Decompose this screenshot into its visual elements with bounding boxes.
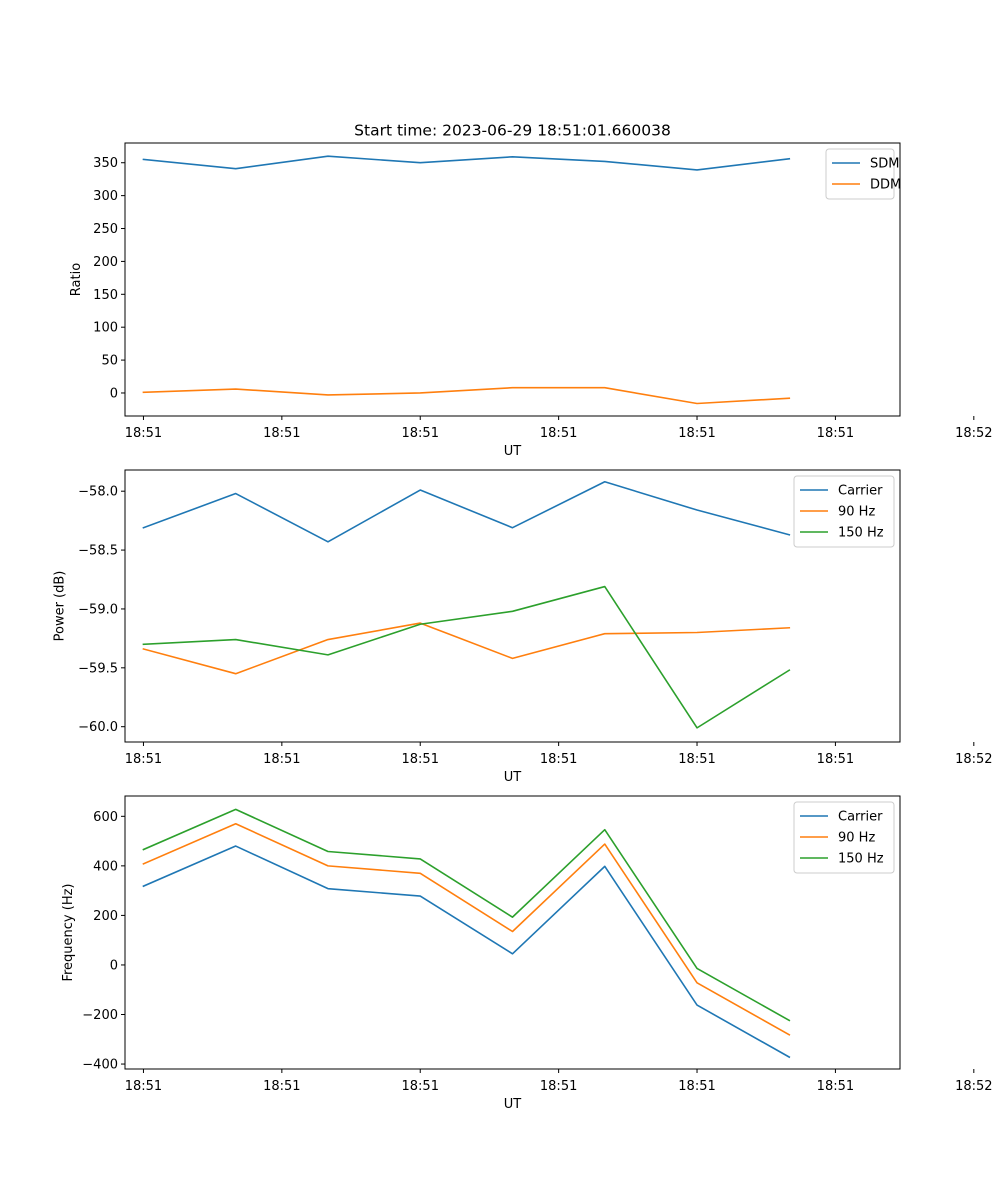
series-line-sdm — [142, 155, 791, 171]
x-tick-label: 18:51 — [402, 1079, 439, 1094]
legend-box — [793, 801, 895, 874]
x-tick-label: 18:51 — [817, 1079, 854, 1094]
legend-entry: 90 Hz — [838, 831, 875, 846]
y-tick-label: 350 — [93, 156, 118, 171]
axes-frame — [124, 142, 901, 417]
x-tick-label: 18:51 — [678, 752, 715, 767]
legend-entry: Carrier — [838, 810, 883, 825]
axes-frame — [124, 795, 901, 1070]
y-tick-label: 300 — [93, 189, 118, 204]
y-tick-label: −59.0 — [78, 602, 118, 617]
x-tick-label: 18:51 — [125, 752, 162, 767]
y-tick-label: 200 — [93, 909, 118, 924]
x-tick-label: 18:51 — [263, 1079, 300, 1094]
legend: Carrier 90 Hz 150 Hz — [793, 475, 895, 548]
y-axis-label: Power (dB) — [53, 571, 68, 642]
y-tick-label: −60.0 — [78, 720, 118, 735]
legend-entry: DDM — [870, 178, 901, 193]
legend-entry: Carrier — [838, 484, 883, 499]
x-tick-label: 18:51 — [817, 426, 854, 441]
x-tick-label: 18:52 — [955, 752, 992, 767]
x-tick-label: 18:51 — [402, 426, 439, 441]
series-line-ddm — [142, 386, 791, 405]
y-tick-label: −400 — [82, 1058, 118, 1073]
x-axis-label: UT — [504, 444, 522, 459]
x-axis-label: UT — [504, 770, 522, 785]
x-tick-label: 18:51 — [817, 752, 854, 767]
legend-box — [793, 475, 895, 548]
figure-title: Start time: 2023-06-29 18:51:01.660038 — [354, 122, 671, 140]
series-line-150-hz — [142, 585, 791, 729]
series-line-90-hz — [142, 622, 791, 675]
y-tick-label: 150 — [93, 288, 118, 303]
x-tick-label: 18:51 — [540, 752, 577, 767]
y-tick-label: 0 — [110, 386, 118, 401]
y-tick-label: 200 — [93, 255, 118, 270]
chart-panel-2: 18:51 18:51 18:51 18:51 18:51 18:51 18:52 −58.0… — [53, 469, 993, 785]
x-tick-label: 18:51 — [125, 1079, 162, 1094]
x-tick-label: 18:51 — [125, 426, 162, 441]
series-line-carrier — [142, 480, 791, 543]
legend-entry: SDM — [870, 157, 899, 172]
y-tick-label: 50 — [101, 354, 118, 369]
x-tick-label: 18:51 — [540, 1079, 577, 1094]
chart-panel-3: 18:51 18:51 18:51 18:51 18:51 18:51 18:52 600 40… — [61, 795, 993, 1112]
legend-box — [825, 148, 895, 200]
series-line-carrier — [142, 845, 791, 1059]
legend-entry: 150 Hz — [838, 526, 884, 541]
x-tick-label: 18:51 — [540, 426, 577, 441]
y-axis-label: Ratio — [69, 263, 84, 296]
y-tick-label: −58.5 — [78, 544, 118, 559]
y-tick-label: −59.5 — [78, 661, 118, 676]
y-axis-label: Frequency (Hz) — [61, 883, 76, 981]
legend: SDM DDM — [825, 148, 901, 200]
x-tick-label: 18:52 — [955, 426, 992, 441]
legend: Carrier 90 Hz 150 Hz — [793, 801, 895, 874]
x-axis-label: UT — [504, 1097, 522, 1112]
chart-panel-1: 18:51 18:51 18:51 18:51 18:51 18:51 18:52 0 50 10… — [69, 142, 993, 459]
x-tick-label: 18:52 — [955, 1079, 992, 1094]
y-tick-label: −58.0 — [78, 485, 118, 500]
x-tick-label: 18:51 — [402, 752, 439, 767]
x-tick-label: 18:51 — [678, 426, 715, 441]
y-tick-label: 100 — [93, 321, 118, 336]
y-tick-label: 400 — [93, 859, 118, 874]
y-tick-label: 600 — [93, 810, 118, 825]
x-tick-label: 18:51 — [678, 1079, 715, 1094]
y-tick-label: −200 — [82, 1008, 118, 1023]
y-tick-label: 0 — [110, 958, 118, 973]
x-tick-label: 18:51 — [263, 426, 300, 441]
legend-entry: 90 Hz — [838, 505, 875, 520]
axes-frame — [124, 469, 901, 743]
series-line-150-hz — [142, 808, 791, 1022]
series-line-90-hz — [142, 822, 791, 1036]
legend-entry: 150 Hz — [838, 852, 884, 867]
y-tick-label: 250 — [93, 222, 118, 237]
x-tick-label: 18:51 — [263, 752, 300, 767]
